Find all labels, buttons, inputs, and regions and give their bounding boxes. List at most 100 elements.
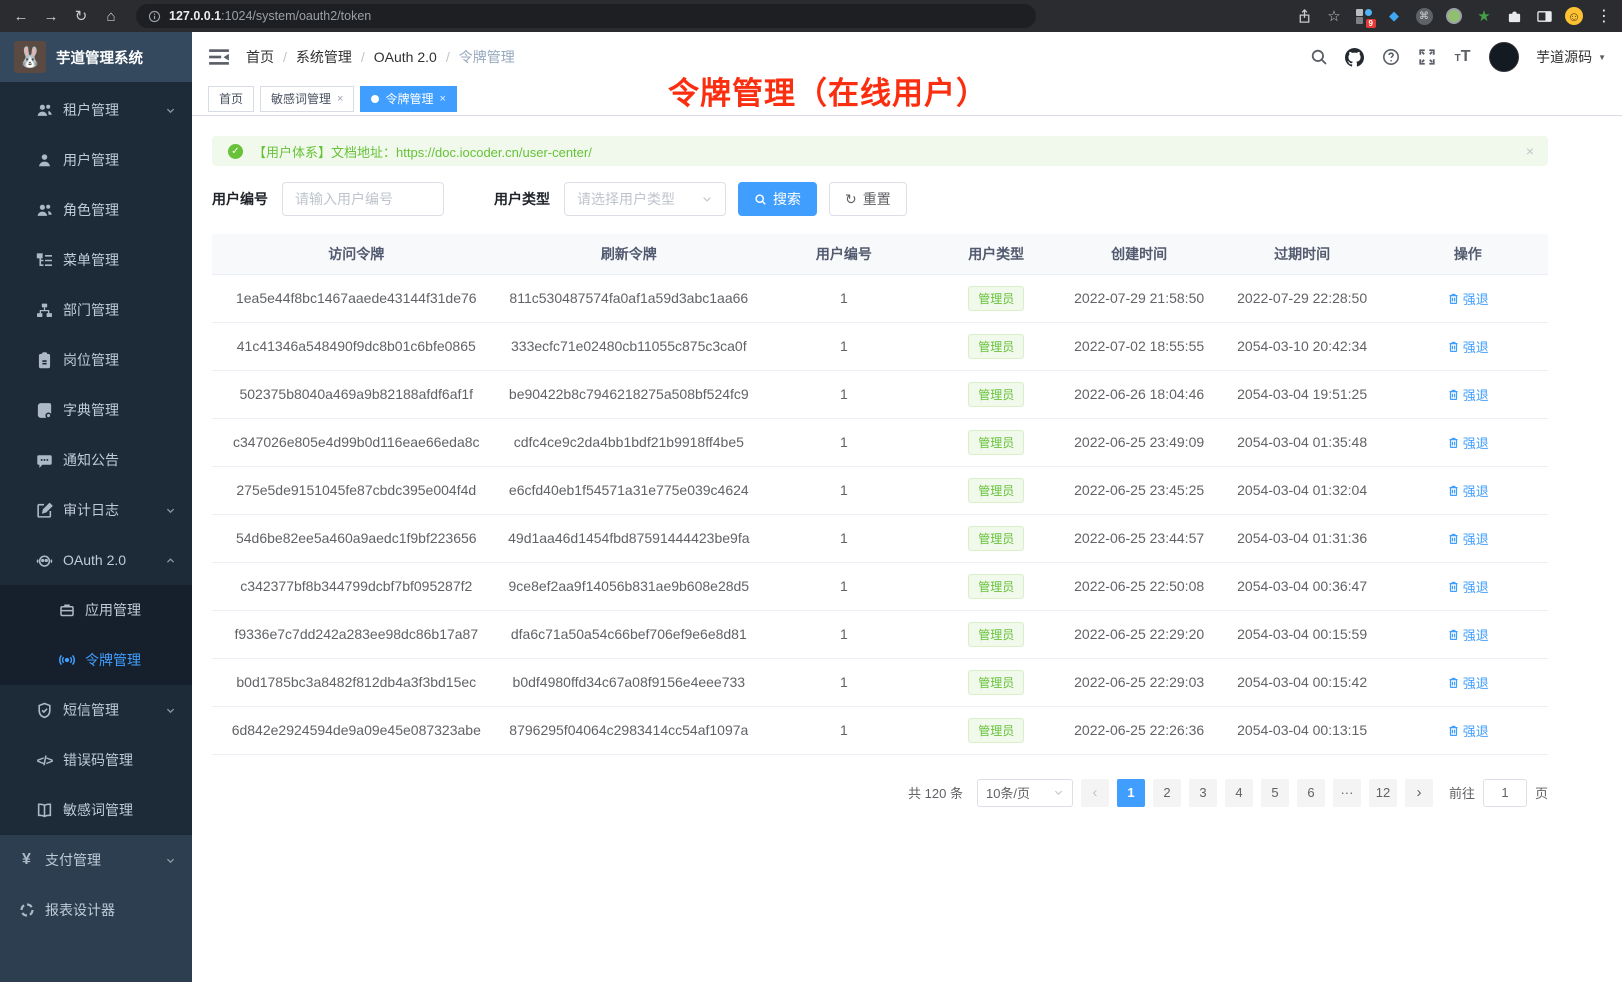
page-button-2[interactable]: 2 <box>1152 778 1181 807</box>
alert-close-icon[interactable]: × <box>1525 143 1534 159</box>
id-badge-icon <box>36 351 53 369</box>
browser-forward-button[interactable]: → <box>43 7 59 25</box>
profile-avatar-icon[interactable]: ☺ <box>1564 6 1584 26</box>
browser-address-bar[interactable]: 127.0.0.1:1024/system/oauth2/token <box>136 4 1036 28</box>
sidebar-item-post[interactable]: 岗位管理 <box>0 335 192 385</box>
force-logout-button[interactable]: 强退 <box>1447 577 1489 596</box>
next-page-button[interactable]: › <box>1404 778 1433 807</box>
goto-suffix: 页 <box>1534 786 1548 801</box>
force-logout-button[interactable]: 强退 <box>1447 385 1489 404</box>
fullscreen-icon[interactable] <box>1417 48 1436 67</box>
help-icon[interactable] <box>1381 48 1400 67</box>
total-count: 共 120 条 <box>908 786 963 801</box>
star-extension-icon[interactable]: ★ <box>1477 8 1491 25</box>
sidebar-item-menu[interactable]: 菜单管理 <box>0 235 192 285</box>
tab-home[interactable]: 首页 <box>208 85 255 112</box>
reset-button[interactable]: ↻ 重置 <box>829 182 907 216</box>
tab-sensitive-word[interactable]: 敏感词管理 × <box>260 85 355 112</box>
gem-extension-icon[interactable]: ◆ <box>1389 8 1399 23</box>
breadcrumb-oauth[interactable]: OAuth 2.0 <box>373 49 437 65</box>
search-icon[interactable] <box>1309 48 1328 67</box>
sidebar-item-app-manage[interactable]: 应用管理 <box>0 585 192 635</box>
site-info-icon <box>148 10 161 22</box>
extension-blocker-icon[interactable]: 9 <box>1354 6 1376 28</box>
force-logout-button[interactable]: 强退 <box>1447 673 1489 692</box>
force-logout-button[interactable]: 强退 <box>1447 721 1489 740</box>
sidebar-item-user[interactable]: 用户管理 <box>0 135 192 185</box>
force-logout-button[interactable]: 强退 <box>1447 337 1489 356</box>
bookmark-star-icon[interactable]: ☆ <box>1327 8 1341 25</box>
token-table: 访问令牌 刷新令牌 用户编号 用户类型 创建时间 过期时间 操作 1ea5e44… <box>212 234 1548 755</box>
sidebar-item-dept[interactable]: 部门管理 <box>0 285 192 335</box>
user-type-badge: 管理员 <box>968 669 1025 695</box>
doc-link[interactable]: https://doc.iocoder.cn/user-center/ <box>396 144 592 160</box>
sidebar-item-error-code[interactable]: </> 错误码管理 <box>36 752 133 768</box>
chevron-down-icon <box>165 705 176 716</box>
page-button-4[interactable]: 4 <box>1224 778 1253 807</box>
browser-back-button[interactable]: ← <box>13 7 29 25</box>
col-expires: 过期时间 <box>1216 234 1388 275</box>
page-button-5[interactable]: 5 <box>1260 778 1289 807</box>
github-icon[interactable] <box>1345 47 1365 67</box>
browser-reload-button[interactable]: ↻ <box>74 8 88 25</box>
share-icon[interactable] <box>1294 6 1314 26</box>
close-icon[interactable]: × <box>439 92 446 105</box>
user-id-input[interactable] <box>282 182 444 216</box>
trash-icon <box>1449 533 1458 544</box>
user-type-badge: 管理员 <box>968 381 1025 407</box>
breadcrumb-system[interactable]: 系统管理 <box>295 49 352 65</box>
sidebar-item-notice[interactable]: 通知公告 <box>0 435 192 485</box>
record-extension-icon[interactable] <box>1444 6 1464 26</box>
goto-page-input[interactable] <box>1482 778 1527 807</box>
page-ellipsis[interactable]: ··· <box>1332 778 1361 807</box>
sidebar-item-dict[interactable]: 字典管理 <box>0 385 192 435</box>
close-icon[interactable]: × <box>337 92 344 105</box>
user-avatar[interactable] <box>1489 42 1520 72</box>
sidebar-item-sms[interactable]: 短信管理 <box>0 685 192 735</box>
page-size-select[interactable]: 10条/页 <box>976 778 1073 807</box>
tab-token-manage[interactable]: 令牌管理 × <box>360 85 457 112</box>
user-id-label: 用户编号 <box>212 191 268 207</box>
active-dot <box>371 94 380 103</box>
message-icon <box>36 452 53 469</box>
sidebar-item-role[interactable]: 角色管理 <box>0 185 192 235</box>
user-type-select[interactable]: 请选择用户类型 <box>564 182 726 216</box>
force-logout-button[interactable]: 强退 <box>1447 433 1489 452</box>
prev-page-button[interactable]: ‹ <box>1080 778 1109 807</box>
force-logout-button[interactable]: 强退 <box>1447 625 1489 644</box>
force-logout-button[interactable]: 强退 <box>1447 289 1489 308</box>
breadcrumb-home[interactable]: 首页 <box>246 49 274 65</box>
trash-icon <box>1449 437 1458 448</box>
search-button[interactable]: 搜索 <box>738 182 817 216</box>
trash-icon <box>1449 629 1458 640</box>
sidebar-item-token-manage[interactable]: 令牌管理 <box>0 635 192 685</box>
browser-home-button[interactable]: ⌂ <box>106 7 116 25</box>
page-button-6[interactable]: 6 <box>1296 778 1325 807</box>
oauth2-submenu: 应用管理 令牌管理 <box>0 585 192 685</box>
command-extension-icon[interactable]: ⌘ <box>1414 6 1434 26</box>
puzzle-extensions-icon[interactable] <box>1504 6 1524 26</box>
page-button-1[interactable]: 1 <box>1116 778 1145 807</box>
page-button-12[interactable]: 12 <box>1368 778 1397 807</box>
force-logout-button[interactable]: 强退 <box>1447 481 1489 500</box>
sidebar-item-sensitive-word[interactable]: 敏感词管理 <box>0 785 192 835</box>
force-logout-button[interactable]: 强退 <box>1447 529 1489 548</box>
sidebar-collapse-icon[interactable] <box>208 46 230 68</box>
sidebar-item-oauth2[interactable]: OAuth 2.0 <box>0 535 192 585</box>
page-button-3[interactable]: 3 <box>1188 778 1217 807</box>
sidebar-menu: 租户管理 用户管理 角色管理 菜单管理 部门管理 岗位管理 <box>0 82 192 835</box>
table-row: 1ea5e44f8bc1467aaede43144f31de76 811c5304… <box>212 274 1548 323</box>
browser-menu-icon[interactable]: ⋮ <box>1596 8 1612 25</box>
extension-badge: 9 <box>1365 19 1376 28</box>
app-logo-bar[interactable]: 🐰 芋道管理系统 <box>0 32 192 82</box>
sidebar-item-audit-log[interactable]: 审计日志 <box>0 485 192 535</box>
split-view-icon[interactable] <box>1534 6 1554 26</box>
sidebar-item-tenant[interactable]: 租户管理 <box>0 85 192 135</box>
user-type-badge: 管理员 <box>968 621 1025 647</box>
col-user-id: 用户编号 <box>757 234 931 275</box>
sidebar-item-report-designer[interactable]: 报表设计器 <box>0 885 192 935</box>
user-menu[interactable]: 芋道源码 ▼ <box>1536 49 1606 65</box>
user-type-badge: 管理员 <box>968 717 1025 743</box>
sidebar-item-payment[interactable]: ¥ 支付管理 <box>0 835 192 885</box>
